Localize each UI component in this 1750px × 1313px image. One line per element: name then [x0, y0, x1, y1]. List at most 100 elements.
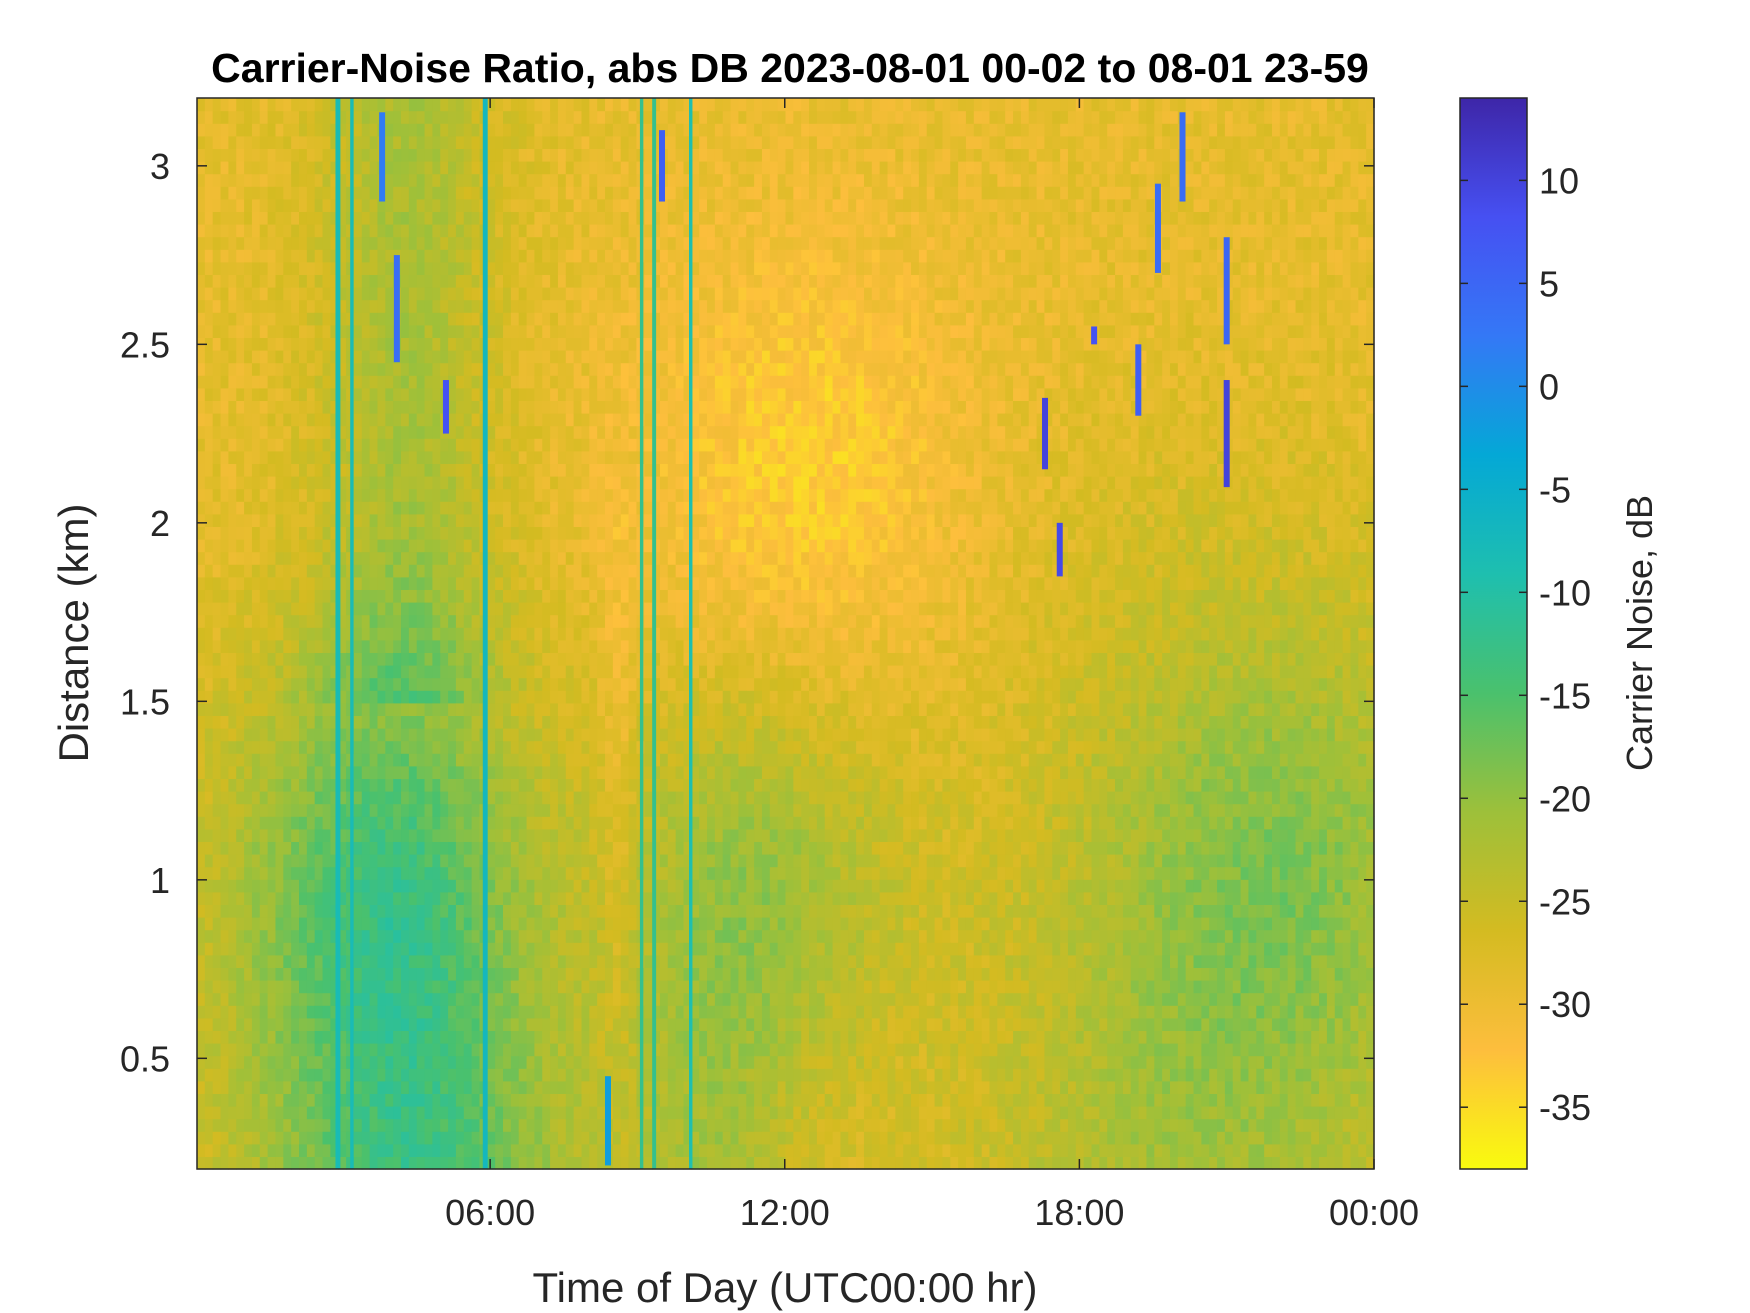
heatmap-cell — [557, 1131, 567, 1145]
heatmap-cell — [557, 425, 567, 439]
heatmap-cell — [644, 778, 653, 792]
heatmap-cell — [353, 1106, 363, 1120]
heatmap-cell — [424, 488, 433, 502]
heatmap-cell — [251, 1080, 261, 1094]
heatmap-cell — [197, 715, 206, 729]
heatmap-cell — [644, 929, 653, 943]
heatmap-cell — [299, 589, 308, 603]
heatmap-cell — [565, 224, 575, 238]
heatmap-cell — [605, 740, 614, 754]
heatmap-cell — [581, 753, 590, 767]
heatmap-cell — [369, 929, 379, 943]
heatmap-cell — [550, 1106, 559, 1120]
heatmap-cell — [644, 438, 653, 452]
heatmap-cell — [448, 728, 457, 742]
heatmap-cell — [424, 1017, 433, 1031]
heatmap-cell — [212, 778, 222, 792]
heatmap-cell — [565, 211, 575, 225]
heatmap-cell — [495, 224, 504, 238]
heatmap-cell — [244, 728, 253, 742]
heatmap-cell — [581, 375, 590, 389]
heatmap-cell — [542, 1080, 551, 1094]
heatmap-cell — [597, 1005, 606, 1019]
heatmap-cell — [597, 1118, 606, 1132]
heatmap-cell — [306, 589, 316, 603]
heatmap-cell — [581, 1017, 590, 1031]
heatmap-cell — [361, 438, 371, 452]
heatmap-cell — [620, 828, 630, 842]
heatmap-cell — [228, 866, 237, 880]
heatmap-cell — [283, 980, 292, 994]
heatmap-cell — [385, 186, 394, 200]
heatmap-cell — [275, 186, 284, 200]
heatmap-cell — [510, 1055, 520, 1069]
heatmap-cell — [393, 1143, 402, 1157]
heatmap-cell — [212, 98, 222, 112]
heatmap-cell — [291, 350, 300, 364]
heatmap-cell — [542, 513, 551, 527]
heatmap-cell — [455, 791, 465, 805]
heatmap-cell — [228, 1068, 237, 1082]
heatmap-cell — [432, 589, 441, 603]
heatmap-cell — [291, 728, 300, 742]
heatmap-cell — [259, 1043, 269, 1057]
heatmap-cell — [542, 224, 551, 238]
heatmap-cell — [620, 1080, 630, 1094]
heatmap-cell — [542, 1043, 551, 1057]
heatmap-cell — [197, 740, 206, 754]
heatmap-cell — [612, 211, 622, 225]
heatmap-cell — [652, 350, 661, 364]
heatmap-cell — [644, 186, 653, 200]
heatmap-cell — [330, 967, 339, 981]
heatmap-cell — [557, 589, 567, 603]
heatmap-cell — [204, 513, 214, 527]
heatmap-cell — [448, 476, 457, 490]
heatmap-cell — [244, 1131, 253, 1145]
heatmap-cell — [416, 123, 426, 137]
heatmap-cell — [228, 173, 237, 187]
heatmap-cell — [306, 576, 316, 590]
heatmap-cell — [597, 476, 606, 490]
heatmap-cell — [448, 463, 457, 477]
heatmap-cell — [605, 841, 614, 855]
heatmap-cell — [534, 715, 543, 729]
heatmap-cell — [432, 425, 441, 439]
heatmap-cell — [212, 224, 222, 238]
heatmap-cell — [361, 135, 371, 149]
heatmap-cell — [416, 589, 426, 603]
heatmap-cell — [212, 753, 222, 767]
heatmap-cell — [597, 828, 606, 842]
heatmap-cell — [291, 513, 300, 527]
heatmap-cell — [204, 224, 214, 238]
heatmap-cell — [518, 576, 528, 590]
heatmap-cell — [393, 614, 402, 628]
heatmap-cell — [275, 148, 284, 162]
heatmap-cell — [416, 98, 426, 112]
heatmap-cell — [471, 942, 481, 956]
heatmap-cell — [620, 1156, 630, 1170]
heatmap-cell — [416, 992, 426, 1006]
heatmap-cell — [291, 312, 300, 326]
heatmap-cell — [487, 828, 496, 842]
heatmap-cell — [267, 841, 277, 855]
heatmap-cell — [322, 564, 331, 578]
heatmap-cell — [228, 387, 237, 401]
heatmap-cell — [495, 942, 504, 956]
heatmap-cell — [628, 917, 638, 931]
heatmap-cell — [369, 425, 379, 439]
heatmap-cell — [573, 753, 583, 767]
heatmap-cell — [361, 602, 371, 616]
heatmap-cell — [565, 438, 575, 452]
heatmap-cell — [652, 362, 661, 376]
heatmap-cell — [589, 161, 598, 175]
heatmap-cell — [597, 362, 606, 376]
heatmap-cell — [628, 677, 638, 691]
heatmap-cell — [652, 1131, 661, 1145]
heatmap-cell — [306, 362, 316, 376]
heatmap-cell — [197, 841, 206, 855]
heatmap-cell — [330, 98, 339, 112]
heatmap-cell — [573, 589, 583, 603]
heatmap-cell — [463, 803, 473, 817]
heatmap-cell — [401, 539, 410, 553]
heatmap-cell — [267, 803, 277, 817]
